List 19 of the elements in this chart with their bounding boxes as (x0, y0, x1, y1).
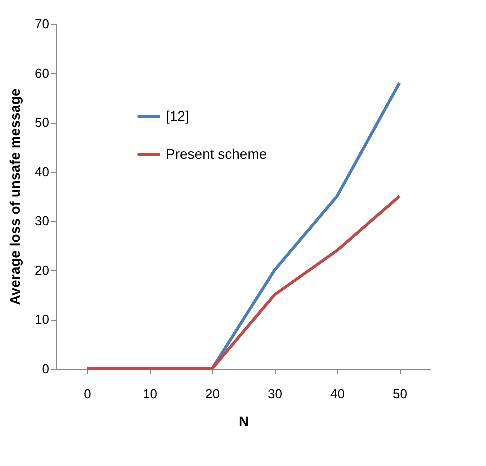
line-series (86, 195, 402, 370)
x-axis-title: N (238, 414, 250, 430)
y-tick-label: 70 (35, 16, 50, 32)
legend-label: [12] (166, 108, 190, 124)
legend-label: Present scheme (166, 146, 268, 162)
y-axis-title: Average loss of unsafe message (7, 88, 24, 306)
y-tick-label: 40 (35, 164, 50, 180)
y-tick-label: 0 (42, 362, 50, 376)
y-tick-label: 10 (35, 312, 50, 328)
x-tick-label: 20 (206, 386, 220, 402)
x-tick-label: 40 (330, 386, 345, 402)
y-tick-label: 60 (35, 66, 50, 81)
y-tick-label: 30 (35, 214, 50, 229)
x-tick-label: 0 (84, 386, 92, 402)
x-tick-label: 30 (268, 386, 282, 402)
y-tick-label: 20 (35, 262, 50, 278)
x-tick-label: 10 (143, 386, 158, 402)
x-tick-label: 50 (393, 386, 408, 402)
y-tick-label: 50 (35, 115, 50, 130)
